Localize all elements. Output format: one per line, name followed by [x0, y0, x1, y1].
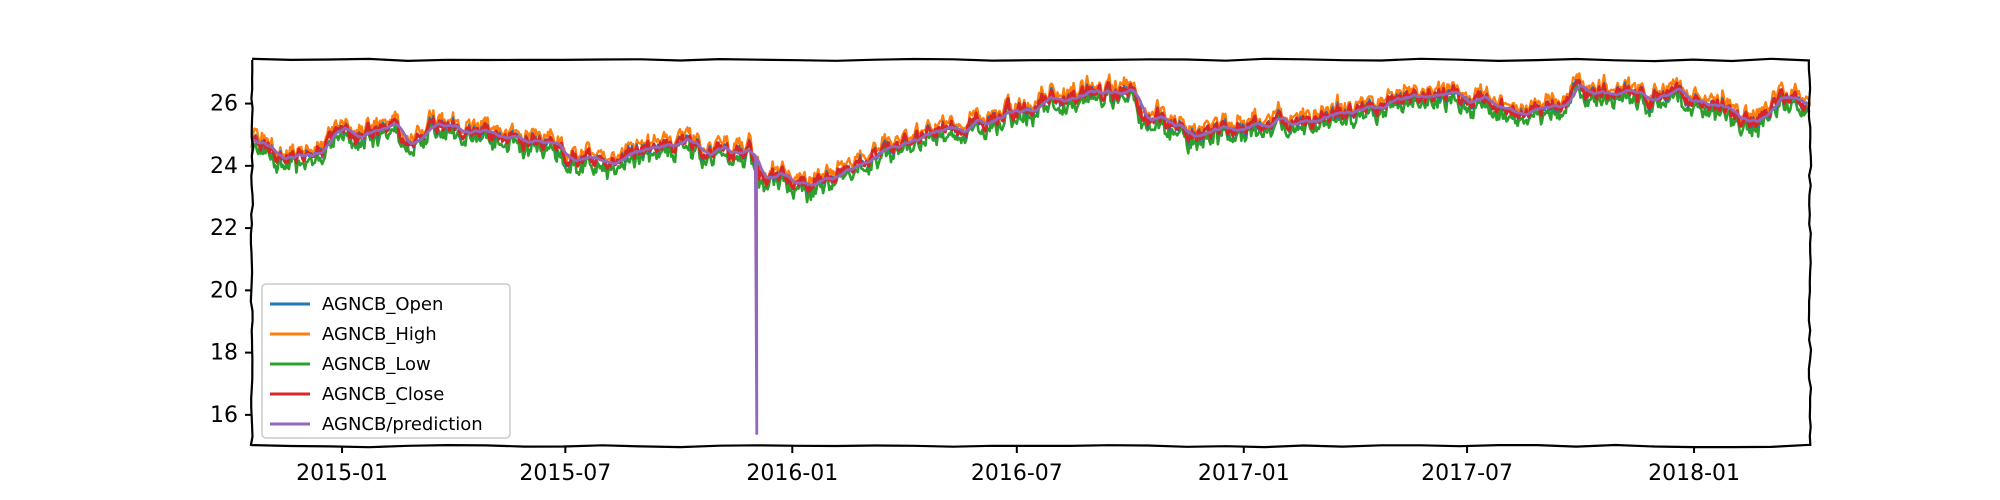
- axes-frame: [249, 57, 1813, 449]
- x-tick-label: 2017-07: [1421, 461, 1513, 486]
- series-low-line: [250, 83, 1811, 204]
- series-layer: [250, 72, 1812, 435]
- y-axis: 16 18 20 22 24 26: [210, 92, 252, 428]
- series-high-line: [250, 72, 1812, 189]
- y-tick-label: 24: [210, 154, 238, 179]
- x-tick-label: 2017-01: [1198, 461, 1290, 486]
- legend-label: AGNCB_High: [322, 324, 437, 345]
- legend-box: [261, 283, 511, 439]
- y-tick-label: 18: [210, 341, 238, 366]
- x-axis: 2015-01 2015-07 2016-01 2016-07 2017-01 2017-…: [296, 446, 1740, 486]
- legend-label: AGNCB_Low: [322, 354, 431, 375]
- x-tick-label: 2016-01: [746, 461, 838, 486]
- y-tick-label: 22: [210, 216, 238, 241]
- y-tick-label: 26: [210, 92, 238, 117]
- legend-label: AGNCB_Open: [322, 294, 443, 315]
- x-tick-label: 2015-01: [296, 461, 388, 486]
- legend-label: AGNCB/prediction: [322, 414, 483, 435]
- legend-label: AGNCB_Close: [322, 384, 444, 405]
- x-tick-label: 2016-07: [971, 461, 1063, 486]
- x-tick-label: 2018-01: [1648, 461, 1740, 486]
- y-tick-label: 20: [210, 278, 238, 303]
- x-tick-label: 2015-07: [519, 461, 611, 486]
- y-tick-label: 16: [210, 403, 238, 428]
- legend: AGNCB_Open AGNCB_High AGNCB_Low AGNCB_Close…: [261, 283, 511, 439]
- series-prediction-line: [251, 84, 1811, 435]
